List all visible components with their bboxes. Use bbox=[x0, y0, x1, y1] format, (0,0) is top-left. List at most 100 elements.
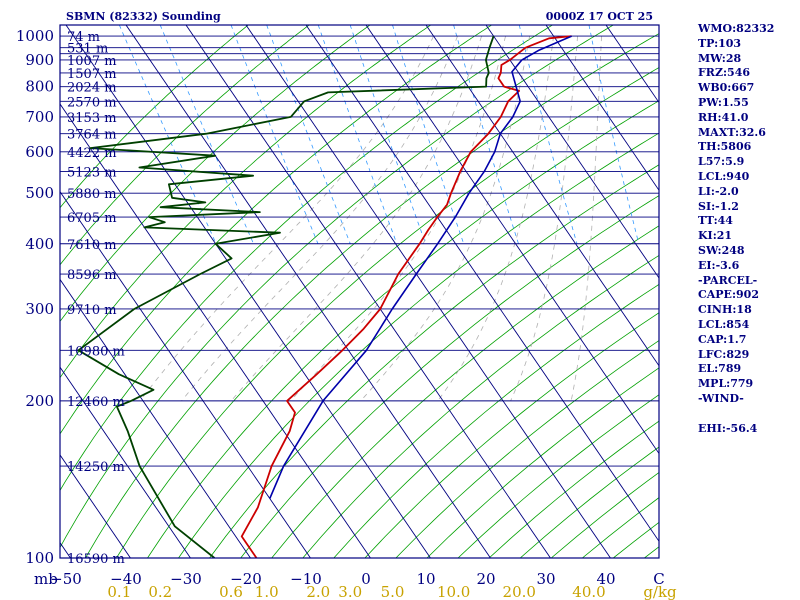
height-label: 2570 m bbox=[67, 95, 117, 110]
dry-adiabat bbox=[60, 25, 310, 266]
pressure-label: 600 bbox=[25, 143, 54, 161]
height-label: 3764 m bbox=[67, 128, 117, 143]
height-label: 531 m bbox=[67, 42, 108, 57]
index-item: LFC:829 bbox=[698, 347, 750, 361]
height-label: 2024 m bbox=[67, 81, 117, 96]
index-item: CAPE:902 bbox=[698, 288, 759, 302]
isotherm bbox=[65, 25, 431, 558]
height-label: 1007 m bbox=[67, 54, 117, 69]
mixing-ratio-label: 0.6 bbox=[219, 583, 243, 600]
dry-adiabat bbox=[147, 100, 659, 558]
dry-adiabat bbox=[60, 25, 553, 492]
index-item: MPL:779 bbox=[698, 377, 754, 391]
mixing-ratio-line bbox=[230, 25, 319, 244]
height-label: 3153 m bbox=[67, 111, 117, 126]
moist-adiabat bbox=[181, 35, 458, 402]
height-label: 74 m bbox=[67, 30, 100, 45]
pressure-label: 100 bbox=[25, 549, 54, 567]
dry-adiabat bbox=[60, 25, 431, 379]
dry-adiabat bbox=[271, 225, 659, 558]
isotherm bbox=[305, 25, 659, 543]
moist-adiabat bbox=[360, 36, 530, 402]
mixing-ratio-line bbox=[266, 25, 351, 244]
mixing-ratio-label: 10.0 bbox=[437, 583, 470, 600]
dry-adiabat bbox=[60, 25, 614, 549]
index-item: TH:5806 bbox=[698, 140, 752, 154]
isotherm bbox=[60, 103, 371, 558]
index-item: WMO:82332 bbox=[698, 22, 775, 35]
dry-adiabat bbox=[333, 283, 659, 558]
temperature-label: 30 bbox=[536, 570, 555, 588]
isotherm bbox=[60, 190, 311, 558]
mixing-ratio-line bbox=[518, 25, 578, 244]
sounding-traces bbox=[77, 35, 572, 558]
mixing-ratio-label: 3.0 bbox=[338, 583, 362, 600]
mixing-ratio-line bbox=[588, 25, 640, 244]
index-item: -WIND- bbox=[698, 391, 744, 405]
index-item: EI:-3.6 bbox=[698, 258, 740, 272]
pressure-label: 300 bbox=[25, 300, 54, 318]
isotherm bbox=[485, 25, 659, 279]
isotherm bbox=[365, 25, 659, 455]
temperature-label: 0 bbox=[361, 570, 371, 588]
index-item: TT:44 bbox=[698, 214, 733, 228]
index-item: CAP:1.7 bbox=[698, 332, 747, 346]
isotherm bbox=[60, 278, 251, 558]
index-item: LCL:854 bbox=[698, 317, 750, 331]
pressure-label: 400 bbox=[25, 235, 54, 253]
mixing-ratio-line bbox=[453, 25, 519, 244]
index-item: EHI:-56.4 bbox=[698, 421, 758, 435]
temperature-label: 20 bbox=[476, 570, 495, 588]
index-item: -PARCEL- bbox=[698, 273, 758, 287]
mixing-ratio-line bbox=[118, 25, 217, 244]
isotherm bbox=[425, 25, 659, 367]
mixing-ratio-label: 2.0 bbox=[306, 583, 330, 600]
height-label: 8596 m bbox=[67, 268, 117, 283]
mixing-ratio-line bbox=[159, 25, 254, 244]
height-label: 12460 m bbox=[67, 395, 125, 410]
height-label: 7610 m bbox=[67, 238, 117, 253]
index-item: LCL:940 bbox=[698, 169, 750, 183]
temperature-label: −10 bbox=[290, 570, 322, 588]
moist-adiabat bbox=[230, 35, 482, 402]
height-label: 10980 m bbox=[67, 344, 125, 359]
mb-unit-label: mb bbox=[34, 570, 58, 588]
background-grid bbox=[0, 25, 659, 558]
index-item: TP:103 bbox=[698, 36, 742, 50]
dry-adiabat bbox=[116, 67, 659, 558]
isotherm bbox=[545, 25, 659, 192]
index-item: SI:-1.2 bbox=[698, 199, 739, 213]
temperature-label: −30 bbox=[170, 570, 202, 588]
mixing-ratio-line bbox=[317, 25, 398, 244]
index-item: WB0:667 bbox=[698, 81, 755, 95]
height-label: 1507 m bbox=[67, 67, 117, 82]
mixing-ratio-label: 5.0 bbox=[381, 583, 405, 600]
isotherm bbox=[0, 25, 10, 558]
temperature-label: 10 bbox=[416, 570, 435, 588]
isotherm bbox=[60, 366, 191, 558]
height-label: 16590 m bbox=[67, 552, 125, 567]
height-label: 9710 m bbox=[67, 303, 117, 318]
mixing-ratio-label: 0.2 bbox=[148, 583, 172, 600]
temperature-label: 40 bbox=[596, 570, 615, 588]
moist-adiabat bbox=[570, 36, 602, 401]
mixing-ratio-label: 0.1 bbox=[107, 583, 131, 600]
mixing-ratio-line bbox=[349, 25, 427, 244]
index-item: L57:5.9 bbox=[698, 155, 745, 169]
dry-adiabat bbox=[209, 164, 659, 558]
index-item: LI:-2.0 bbox=[698, 184, 739, 198]
index-item: PW:1.55 bbox=[698, 95, 749, 109]
pressure-label: 700 bbox=[25, 108, 54, 126]
height-label: 5123 m bbox=[67, 166, 117, 181]
isotherm bbox=[245, 25, 611, 558]
temperature-label: −50 bbox=[50, 570, 82, 588]
dry-adiabat bbox=[85, 33, 659, 558]
dewpoint-trace bbox=[77, 35, 495, 558]
dry-adiabat bbox=[364, 312, 659, 558]
height-label: 5880 m bbox=[67, 187, 117, 202]
pressure-label: 200 bbox=[25, 392, 54, 410]
moist-adiabat bbox=[437, 36, 554, 402]
celsius-unit-label: C bbox=[653, 570, 664, 588]
